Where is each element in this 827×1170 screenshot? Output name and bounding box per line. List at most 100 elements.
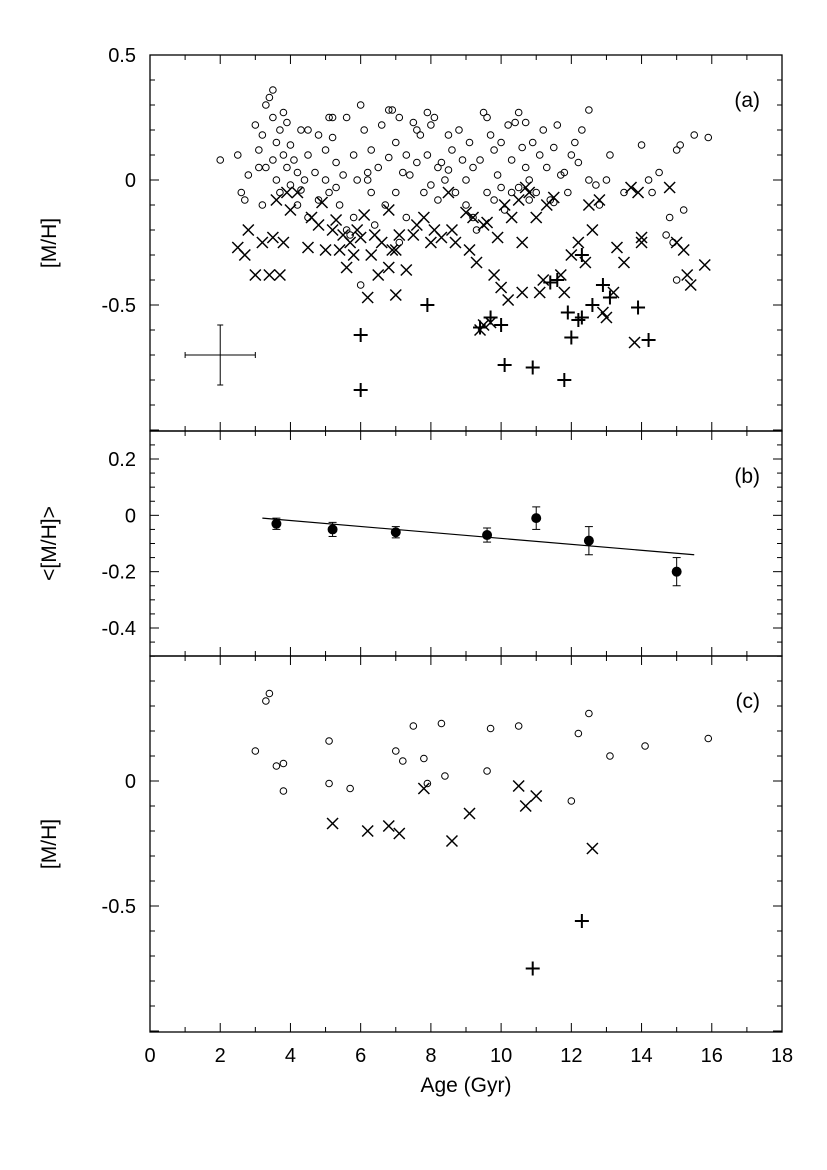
x-tick-label: 18 (771, 1045, 793, 1067)
data-point-cross (389, 288, 402, 302)
data-point-circle (272, 762, 281, 770)
data-point-cross (330, 213, 343, 227)
data-point-circle (339, 171, 347, 179)
data-point-circle (592, 181, 600, 189)
data-point-cross (347, 248, 360, 262)
typical-error-bar (184, 324, 256, 386)
data-point-circle (455, 126, 463, 134)
data-point-circle (332, 183, 340, 192)
y-tick-label: 0.5 (108, 45, 136, 67)
mean-point (531, 506, 542, 530)
data-point-circle (346, 784, 354, 793)
data-point-circle (595, 201, 604, 209)
data-point-circle (574, 158, 583, 167)
data-point-circle (279, 759, 288, 768)
data-point-cross (284, 203, 297, 217)
data-point-plus (631, 300, 646, 315)
data-point-cross (417, 782, 430, 795)
y-tick-label: 0 (125, 505, 136, 527)
data-point-cross (481, 216, 494, 229)
data-point-circle (462, 176, 470, 184)
data-point-cross (372, 268, 385, 282)
data-point-circle (283, 118, 291, 127)
data-point-circle (483, 113, 491, 122)
data-point-cross (326, 817, 339, 830)
data-point-cross (316, 196, 329, 209)
data-point-circle (606, 151, 614, 159)
data-point-circle (644, 176, 653, 184)
data-point-circle (233, 151, 242, 159)
data-point-cross (266, 231, 279, 244)
data-point-circle (662, 231, 670, 239)
data-point-circle (374, 163, 383, 172)
data-point-circle (283, 163, 291, 172)
data-point-circle (255, 163, 263, 172)
data-point-circle (567, 151, 576, 159)
data-point-circle (648, 188, 656, 197)
data-point-plus (574, 914, 589, 928)
data-point-circle (542, 163, 551, 172)
data-point-circle (564, 188, 572, 197)
data-point-circle (606, 752, 614, 760)
y-tick-label: -0.2 (102, 562, 136, 584)
panel-c: 0 -0.5 [M/H] (c) (38, 655, 783, 1033)
data-point-circle (497, 138, 505, 147)
data-point-circle (420, 754, 428, 763)
data-point-circle (409, 118, 418, 127)
y-tick-label: 0.2 (108, 449, 136, 471)
y-axis-label: [M/H] (38, 218, 61, 268)
mean-point-marker (583, 535, 594, 546)
data-point-circle (585, 176, 593, 184)
data-point-circle (423, 108, 432, 117)
data-point-cross (505, 211, 518, 224)
data-point-circle (363, 168, 372, 177)
data-point-plus (585, 298, 600, 312)
data-point-circle (560, 168, 569, 177)
data-point-circle (286, 141, 295, 149)
data-point-cross (466, 211, 480, 224)
y-axis-label: <[M/H]> (38, 506, 61, 581)
data-point-circle (420, 188, 428, 197)
data-point-cross (617, 256, 631, 269)
data-point-cross (586, 223, 599, 237)
x-axis-label: Age (Gyr) (420, 1074, 511, 1097)
data-point-plus (497, 358, 512, 372)
data-point-circle (325, 188, 333, 197)
data-point-circle (483, 188, 491, 197)
data-point-cross (530, 211, 543, 224)
data-point-cross (498, 198, 511, 212)
data-point-circle (402, 151, 411, 159)
data-point-circle (602, 176, 611, 184)
mean-point (482, 527, 493, 543)
x-tick-label: 0 (144, 1045, 155, 1067)
data-point-circle (349, 151, 358, 159)
data-point-circle (384, 153, 393, 162)
data-point-circle (269, 86, 277, 94)
data-point-circle (567, 797, 576, 805)
data-point-cross (277, 236, 290, 249)
data-point-cross (558, 286, 571, 299)
data-point-cross (270, 193, 283, 207)
data-point-circle (441, 772, 449, 780)
series-filled-circle (271, 506, 682, 587)
data-point-cross (635, 236, 648, 249)
data-point-circle (500, 206, 509, 214)
data-point-cross (698, 258, 711, 272)
data-point-cross (586, 842, 599, 855)
mean-point-marker (390, 527, 401, 538)
data-point-circle (356, 281, 365, 289)
data-point-circle (265, 689, 274, 698)
data-point-cross (635, 231, 648, 244)
data-point-cross (470, 256, 483, 269)
x-tick-label: 8 (425, 1045, 436, 1067)
panel-label: (a) (734, 89, 760, 112)
data-point-circle (669, 238, 677, 247)
data-point-circle (402, 213, 411, 222)
data-point-cross (516, 286, 529, 299)
data-point-circle (314, 196, 323, 204)
data-point-circle (279, 151, 288, 159)
data-point-circle (293, 201, 302, 209)
plot-frame-2 (149, 430, 783, 657)
data-point-cross (449, 236, 462, 249)
data-point-circle (314, 131, 323, 139)
